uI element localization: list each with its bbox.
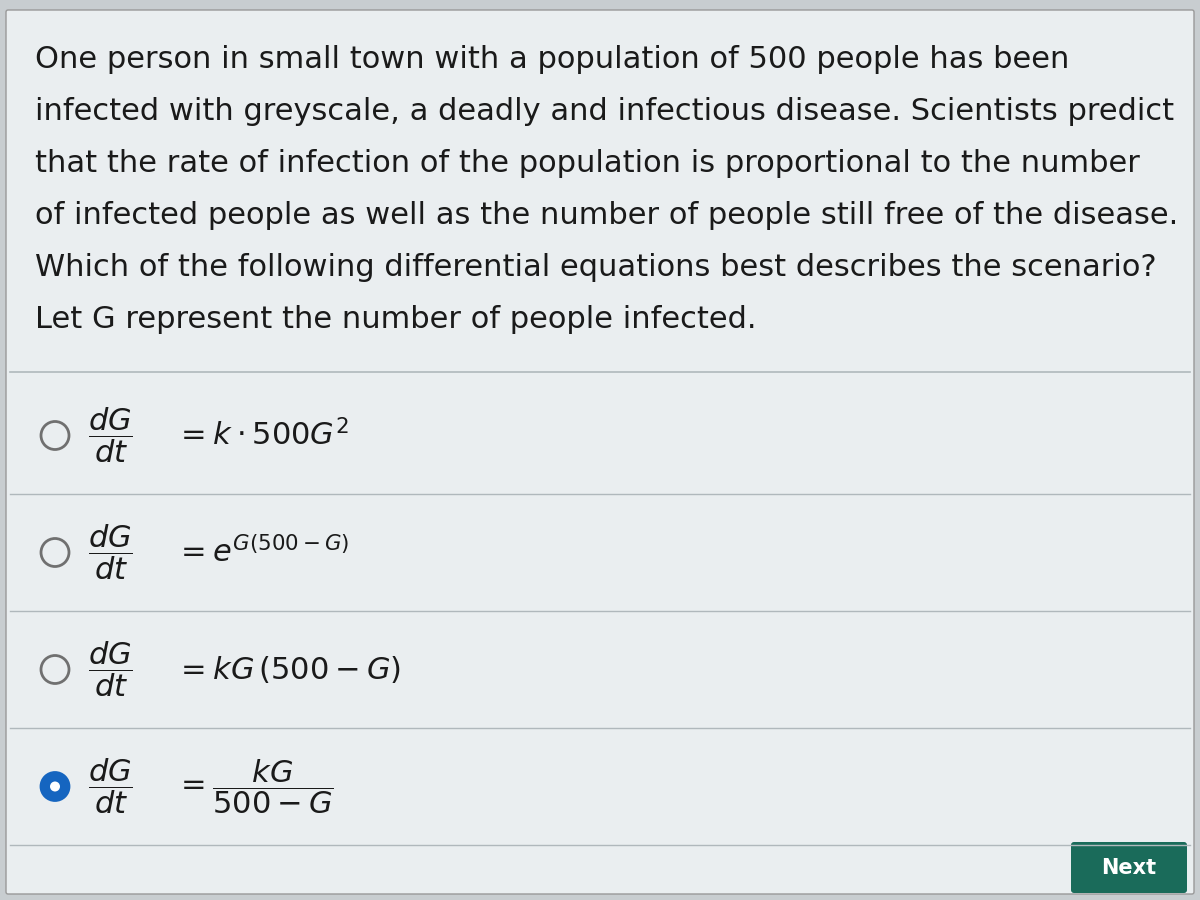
Text: $\dfrac{dG}{dt}$: $\dfrac{dG}{dt}$ [88, 406, 132, 465]
Text: Next: Next [1102, 858, 1157, 878]
Text: that the rate of infection of the population is proportional to the number: that the rate of infection of the popula… [35, 149, 1140, 178]
Text: $= k \cdot 500G^2$: $= k \cdot 500G^2$ [175, 419, 349, 452]
Text: infected with greyscale, a deadly and infectious disease. Scientists predict: infected with greyscale, a deadly and in… [35, 97, 1174, 126]
Text: Which of the following differential equations best describes the scenario?: Which of the following differential equa… [35, 253, 1157, 282]
FancyBboxPatch shape [1072, 842, 1187, 893]
Circle shape [41, 772, 70, 800]
Text: One person in small town with a population of 500 people has been: One person in small town with a populati… [35, 45, 1069, 74]
Text: $\dfrac{dG}{dt}$: $\dfrac{dG}{dt}$ [88, 757, 132, 816]
Text: $= e^{G(500-G)}$: $= e^{G(500-G)}$ [175, 536, 349, 569]
Text: $= \dfrac{kG}{500-G}$: $= \dfrac{kG}{500-G}$ [175, 757, 334, 815]
Text: Let G represent the number of people infected.: Let G represent the number of people inf… [35, 305, 756, 334]
FancyBboxPatch shape [6, 10, 1194, 894]
Circle shape [50, 781, 60, 791]
Text: $\dfrac{dG}{dt}$: $\dfrac{dG}{dt}$ [88, 640, 132, 699]
Text: $= kG\,(500 - G)$: $= kG\,(500 - G)$ [175, 654, 401, 685]
Text: of infected people as well as the number of people still free of the disease.: of infected people as well as the number… [35, 201, 1178, 230]
Text: $\dfrac{dG}{dt}$: $\dfrac{dG}{dt}$ [88, 523, 132, 582]
